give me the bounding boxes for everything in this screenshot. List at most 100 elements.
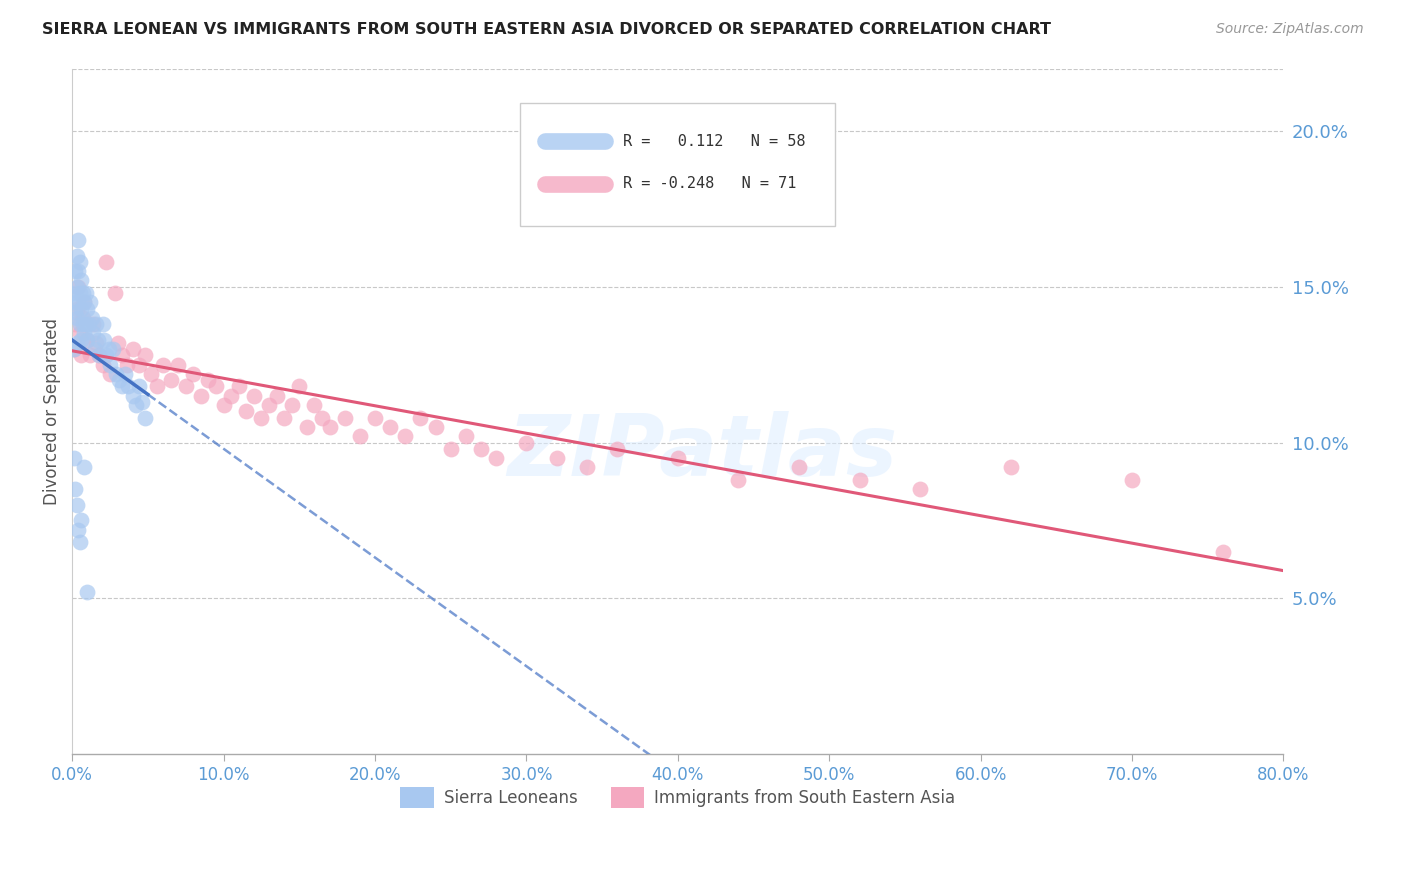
- Point: [787, 460, 810, 475]
- Point: [243, 389, 266, 403]
- Point: [65, 317, 87, 331]
- Point: [73, 326, 96, 341]
- Point: [183, 367, 205, 381]
- Point: [69, 317, 91, 331]
- Point: [107, 335, 129, 350]
- Point: [131, 395, 153, 409]
- Point: [111, 379, 134, 393]
- Point: [75, 285, 97, 300]
- Point: [94, 348, 117, 362]
- Point: [72, 285, 94, 300]
- Point: [66, 248, 89, 262]
- Point: [470, 442, 492, 456]
- Point: [73, 460, 96, 475]
- Point: [219, 389, 242, 403]
- Point: [108, 373, 131, 387]
- Point: [94, 254, 117, 268]
- Point: [380, 420, 402, 434]
- Point: [114, 367, 136, 381]
- Point: [89, 348, 111, 362]
- Point: [159, 373, 181, 387]
- Point: [76, 301, 98, 316]
- Text: Source: ZipAtlas.com: Source: ZipAtlas.com: [1216, 22, 1364, 37]
- Point: [67, 523, 90, 537]
- Point: [281, 398, 304, 412]
- Point: [70, 301, 93, 316]
- Point: [84, 342, 107, 356]
- Point: [82, 326, 104, 341]
- Point: [139, 367, 162, 381]
- Point: [121, 342, 143, 356]
- Point: [146, 379, 169, 393]
- Point: [134, 348, 156, 362]
- Point: [72, 310, 94, 325]
- Point: [66, 310, 89, 325]
- Point: [105, 367, 128, 381]
- Point: [364, 410, 387, 425]
- Point: [288, 379, 311, 393]
- Point: [546, 451, 568, 466]
- Point: [228, 379, 250, 393]
- Point: [190, 389, 212, 403]
- Point: [318, 420, 340, 434]
- Point: [848, 473, 870, 487]
- Point: [104, 285, 127, 300]
- Point: [167, 358, 190, 372]
- Point: [125, 398, 148, 412]
- Legend: Sierra Leoneans, Immigrants from South Eastern Asia: Sierra Leoneans, Immigrants from South E…: [394, 780, 962, 814]
- Point: [65, 285, 87, 300]
- Point: [101, 342, 124, 356]
- Point: [304, 398, 326, 412]
- Point: [79, 348, 101, 362]
- Point: [75, 317, 97, 331]
- Point: [311, 410, 333, 425]
- Point: [79, 295, 101, 310]
- FancyBboxPatch shape: [520, 103, 835, 227]
- Point: [409, 410, 432, 425]
- Point: [93, 333, 115, 347]
- Point: [87, 333, 110, 347]
- Point: [69, 535, 91, 549]
- Point: [727, 473, 749, 487]
- Point: [440, 442, 463, 456]
- Point: [394, 429, 416, 443]
- Point: [515, 435, 537, 450]
- Point: [66, 301, 89, 316]
- Point: [908, 483, 931, 497]
- Point: [91, 317, 114, 331]
- Point: [86, 317, 108, 331]
- Point: [1000, 460, 1022, 475]
- Point: [117, 379, 139, 393]
- Point: [1121, 473, 1143, 487]
- Point: [80, 310, 103, 325]
- Point: [62, 342, 84, 356]
- Point: [86, 335, 108, 350]
- Point: [212, 398, 235, 412]
- Text: ZIPatlas: ZIPatlas: [508, 411, 897, 494]
- Point: [273, 410, 295, 425]
- Point: [70, 273, 93, 287]
- Point: [70, 348, 93, 362]
- Point: [65, 264, 87, 278]
- Point: [266, 389, 288, 403]
- Point: [67, 264, 90, 278]
- Point: [115, 358, 138, 372]
- Point: [485, 451, 508, 466]
- Point: [666, 451, 689, 466]
- Point: [205, 379, 228, 393]
- Point: [174, 379, 197, 393]
- Point: [69, 254, 91, 268]
- Point: [82, 317, 104, 331]
- Point: [66, 279, 89, 293]
- Point: [606, 442, 628, 456]
- Point: [295, 420, 318, 434]
- Point: [66, 498, 89, 512]
- Point: [425, 420, 447, 434]
- Point: [73, 295, 96, 310]
- Point: [62, 451, 84, 466]
- Point: [250, 410, 273, 425]
- Point: [197, 373, 219, 387]
- Point: [111, 348, 134, 362]
- Point: [77, 317, 100, 331]
- Point: [76, 585, 98, 599]
